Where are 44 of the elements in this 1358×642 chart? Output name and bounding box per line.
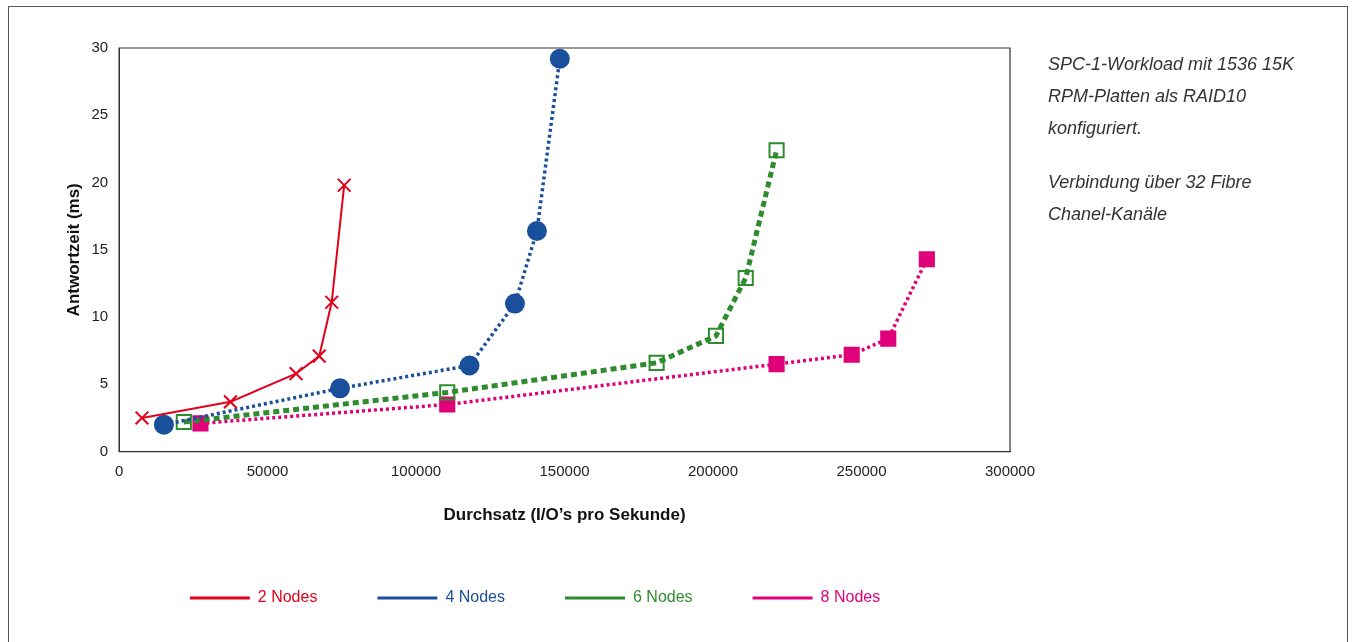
legend-label: 4 Nodes [445, 588, 505, 606]
y-tick-label: 15 [91, 239, 109, 257]
legend-label: 8 Nodes [820, 588, 881, 606]
point [324, 294, 340, 310]
point [311, 348, 327, 364]
legend-label: 6 Nodes [633, 588, 693, 606]
x-axis-title: Durchsatz (I/O’s pro Sekunde) [443, 505, 686, 525]
y-tick-label: 20 [91, 172, 109, 190]
point [737, 269, 754, 287]
point [918, 251, 935, 268]
point [843, 346, 860, 363]
x-tick-label: 0 [114, 461, 124, 479]
point [153, 414, 174, 435]
point [330, 378, 351, 399]
point [549, 48, 570, 69]
y-tick-label: 5 [99, 374, 109, 392]
point [288, 366, 304, 381]
point [223, 394, 238, 410]
x-tick-label: 250000 [836, 461, 887, 479]
text: Verbindung über 32 Fibre Chanel-Kanäle [1048, 171, 1253, 226]
point [768, 356, 785, 373]
x-tick-label: 50000 [246, 461, 289, 479]
point [504, 293, 525, 314]
point [707, 327, 725, 344]
point [648, 354, 665, 371]
point [526, 220, 547, 241]
y-tick-label: 10 [91, 307, 109, 325]
text: SPC-1-Workload mit 1536 15K RPM-Platten als RAID10 konfiguriert. [1048, 53, 1296, 140]
y-axis-title: Antwortzeit (ms) [63, 183, 83, 317]
x-tick-label: 150000 [539, 461, 590, 479]
x-tick-label: 100000 [391, 461, 442, 479]
point [336, 177, 352, 193]
point [880, 330, 897, 347]
y-tick-label: 25 [91, 105, 109, 123]
y-tick-label: 30 [91, 38, 109, 56]
point [134, 410, 150, 426]
point [175, 413, 192, 431]
point [459, 355, 480, 376]
point [439, 384, 456, 401]
legend-label: 2 Nodes [257, 588, 318, 606]
y-tick-label: 0 [99, 441, 109, 459]
point [768, 142, 785, 159]
x-tick-label: 200000 [688, 461, 739, 479]
x-tick-label: 300000 [984, 461, 1036, 479]
